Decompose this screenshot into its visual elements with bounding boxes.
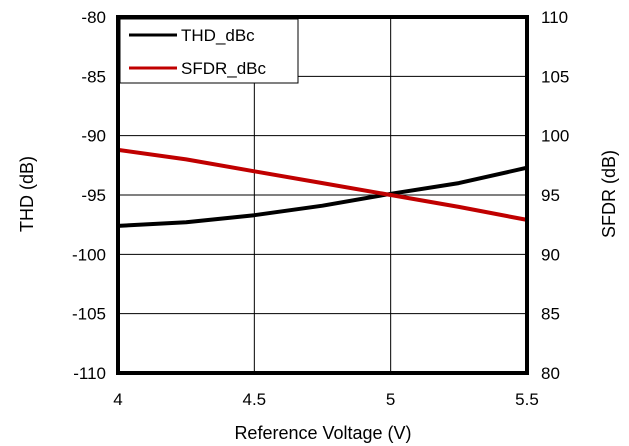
y2-tick-label: 85: [541, 305, 560, 324]
x-tick-label: 4.5: [243, 390, 267, 409]
y2-tick-label: 105: [541, 67, 569, 86]
series-layer: [117, 147, 528, 228]
x-tick-label: 5.5: [515, 390, 539, 409]
y-tick-label: -95: [81, 186, 106, 205]
series-line-sfdr-dbc: [117, 147, 528, 222]
y2-tick-label: 110: [541, 8, 568, 27]
y-tick-label: -110: [73, 364, 106, 383]
series-line-thd-dbc: [117, 165, 528, 228]
y2-tick-label: 80: [541, 364, 560, 383]
y-tick-label: -80: [81, 8, 106, 27]
legend: THD_dBc SFDR_dBc: [119, 18, 299, 84]
y2-axis-title: SFDR (dB): [599, 150, 619, 238]
legend-label-sfdr: SFDR_dBc: [181, 59, 267, 78]
x-axis-title: Reference Voltage (V): [234, 423, 411, 443]
legend-box: [119, 18, 299, 84]
legend-label-thd: THD_dBc: [181, 26, 255, 45]
y-tick-label: -90: [81, 127, 106, 146]
x-tick-label: 5: [386, 390, 395, 409]
y-tick-label: -105: [72, 305, 106, 324]
plot-frame: [116, 15, 529, 375]
y-tick-label: -85: [81, 67, 106, 86]
y2-tick-label: 100: [541, 127, 569, 146]
y2-tick-label: 90: [541, 245, 560, 264]
y-axis-title: THD (dB): [17, 156, 37, 232]
x-tick-label: 4: [113, 390, 122, 409]
ticks: 4 4.5 5 5.5 -80 -85 -90 -95 -100 -105 -110 110 105 10…: [72, 8, 569, 409]
y-tick-label: -100: [72, 245, 106, 264]
y2-tick-label: 95: [541, 186, 560, 205]
